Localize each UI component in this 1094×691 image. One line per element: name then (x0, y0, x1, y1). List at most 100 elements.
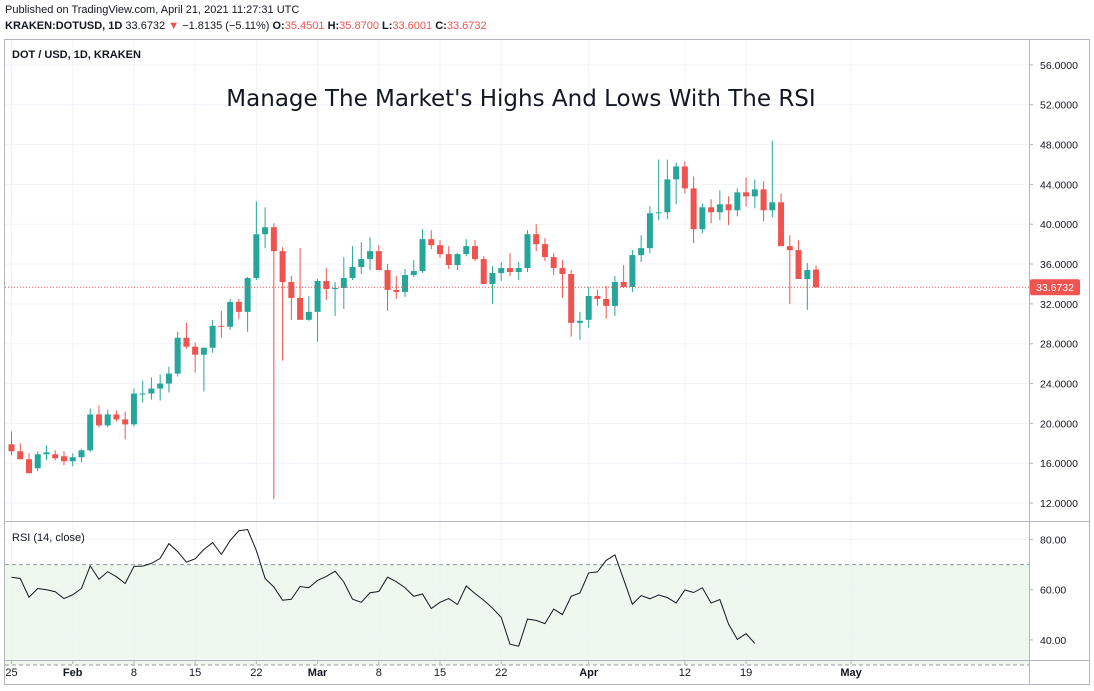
candle-body (524, 234, 531, 269)
candle-body (349, 267, 356, 279)
candle (200, 347, 207, 392)
candle-body (568, 274, 575, 323)
candle-body (611, 281, 618, 306)
candle-body (148, 388, 155, 394)
candle (585, 286, 592, 328)
candle-body (760, 189, 767, 211)
candle-body (183, 337, 190, 347)
candle (489, 266, 496, 304)
candle (8, 431, 15, 456)
candle-body (209, 325, 216, 348)
candle-body (410, 271, 417, 276)
candle (804, 263, 811, 310)
candle (130, 388, 137, 427)
candle (262, 207, 269, 249)
candle-body (681, 166, 688, 189)
candle-body (200, 347, 207, 355)
candle (734, 188, 741, 217)
candle-body (594, 295, 601, 299)
candle (113, 410, 120, 422)
candle (445, 246, 452, 270)
candle (690, 176, 697, 244)
candle-body (367, 251, 374, 260)
candle (515, 262, 522, 281)
time-tick-label: 25 (5, 667, 17, 679)
candle-body (445, 254, 452, 266)
candle-body (34, 454, 41, 469)
candle (340, 257, 347, 309)
price-axis-ticks: 56.0000 52.0000 48.0000 44.0000 40.0000 36.00… (1029, 60, 1078, 510)
candle-body (489, 273, 496, 284)
candle (813, 265, 820, 288)
candle (655, 159, 662, 221)
rsi-tick-label: 60.00 (1040, 585, 1066, 597)
candle-body (743, 192, 750, 197)
candle (95, 405, 102, 428)
candle-body (725, 204, 732, 211)
rsi-tick-label: 80.00 (1040, 535, 1066, 547)
open-value: 35.4501 (284, 20, 325, 32)
candle-body (69, 457, 76, 462)
main-legend: DOT / USD, 1D, KRAKEN (12, 49, 141, 61)
candle (227, 298, 234, 330)
candle (375, 245, 382, 271)
high-value: 35.8700 (339, 20, 379, 32)
candle-body (506, 268, 513, 273)
candle (244, 277, 251, 332)
time-tick-label: 12 (679, 667, 691, 679)
candle-body (218, 325, 225, 327)
candle-body (165, 373, 172, 384)
candle-body (428, 239, 435, 246)
candle (428, 230, 435, 250)
candle-body (235, 301, 242, 312)
candle (725, 196, 732, 226)
candle-body (716, 204, 723, 213)
candle (498, 262, 505, 281)
candle-body (585, 295, 592, 320)
candle (646, 206, 653, 254)
time-tick-label: 22 (495, 667, 507, 679)
candle-body (253, 234, 260, 279)
candle (297, 248, 304, 320)
candle-body (244, 278, 251, 312)
candle (104, 409, 111, 428)
price-tick-label: 12.0000 (1040, 498, 1078, 510)
candle-body (541, 244, 548, 258)
rsi-legend: RSI (14, close) (12, 532, 85, 544)
symbol-quote-line: KRAKEN:DOTUSD, 1D 33.6732 ▼ −1.8135 (−5.… (5, 20, 487, 32)
candle-body (270, 227, 277, 252)
time-tick-label: 8 (376, 667, 382, 679)
candle-body (638, 248, 645, 256)
candle (454, 253, 461, 271)
price-tick-label: 16.0000 (1040, 458, 1078, 470)
candle (87, 408, 94, 453)
last-price: 33.6732 (125, 20, 166, 32)
candle (541, 238, 548, 262)
candle-body (673, 166, 680, 180)
candle (43, 445, 50, 461)
candle-body (52, 454, 59, 459)
price-tick-label: 56.0000 (1040, 60, 1078, 72)
candle-body (402, 275, 409, 292)
candle (367, 237, 374, 271)
candle-body (375, 251, 382, 271)
candle-body (778, 202, 785, 247)
candle (471, 240, 478, 262)
price-tick-label: 44.0000 (1040, 179, 1078, 191)
candle (314, 279, 321, 342)
candle (165, 366, 172, 393)
candle-body (786, 246, 793, 251)
candle (550, 253, 557, 276)
candle-body (533, 234, 540, 245)
candle (305, 295, 312, 321)
last-price-tag: 33.6732 (1030, 279, 1080, 296)
price-tick-label: 52.0000 (1040, 100, 1078, 112)
candle (708, 199, 715, 224)
candle-body (576, 320, 583, 323)
candle-body (699, 207, 706, 230)
candle (681, 161, 688, 194)
candle-body (419, 239, 426, 272)
candle (769, 140, 776, 218)
candle-body (192, 346, 199, 355)
